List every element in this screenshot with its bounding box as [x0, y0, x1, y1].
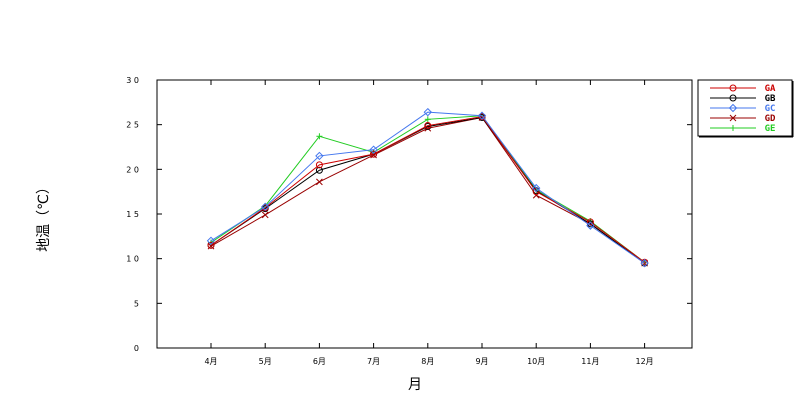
- x-tick-label: 8月: [421, 357, 434, 366]
- legend-label: GE: [765, 124, 776, 134]
- x-tick-label: 9月: [475, 357, 488, 366]
- y-tick-label: 0: [134, 344, 139, 353]
- data-point: [424, 116, 431, 123]
- legend-entry-gd: GD: [710, 114, 776, 124]
- legend-entry-ge: GE: [710, 124, 775, 134]
- data-point: [206, 236, 216, 246]
- plot-frame: [156, 79, 693, 349]
- data-point: [423, 107, 433, 117]
- data-point: [261, 211, 269, 219]
- y-tick-label: 2 0: [126, 165, 139, 174]
- legend-entry-ga: GA: [710, 84, 776, 94]
- data-point: [315, 166, 323, 174]
- data-point: [370, 150, 378, 158]
- data-point: [640, 258, 649, 268]
- series-gc: [206, 107, 649, 268]
- data-point: [316, 178, 323, 186]
- data-point: [315, 151, 324, 161]
- legend-label: GD: [765, 114, 776, 124]
- y-tick-label: 3 0: [126, 76, 139, 85]
- data-point: [316, 133, 323, 140]
- series-line-gd: [210, 116, 645, 264]
- y-tick-label: 1 5: [126, 210, 139, 219]
- series-line-gb: [210, 116, 645, 264]
- legend-marker: [729, 84, 737, 92]
- data-point: [424, 122, 432, 130]
- legend-label: GA: [765, 84, 776, 94]
- series-gd: [207, 114, 648, 267]
- series-gb: [207, 114, 649, 267]
- series-line-gc: [210, 111, 645, 264]
- x-axis-title: 月: [408, 377, 422, 393]
- series-ga: [207, 113, 649, 266]
- series-ge: [208, 112, 648, 266]
- data-point: [586, 221, 595, 230]
- x-tick-label: 4月: [204, 357, 217, 366]
- x-tick-label: 10月: [527, 357, 545, 366]
- legend-marker: [728, 103, 738, 113]
- legend-label: GB: [765, 94, 776, 104]
- legend-marker: [729, 114, 737, 122]
- x-tick-label: 12月: [636, 357, 654, 366]
- data-point: [315, 161, 323, 169]
- legend-label: GC: [765, 104, 776, 114]
- x-tick-label: 5月: [259, 357, 272, 366]
- data-point: [369, 145, 378, 154]
- y-tick-label: 2 5: [126, 121, 139, 130]
- legend-marker: [730, 125, 736, 131]
- series-line-ga: [210, 116, 645, 263]
- series-line-ge: [210, 115, 645, 263]
- y-axis-title: 地温（℃）: [36, 180, 52, 252]
- data-point: [207, 241, 215, 249]
- x-tick-label: 6月: [313, 357, 326, 366]
- y-tick-label: 5: [134, 299, 139, 308]
- data-point: [531, 183, 541, 193]
- x-tick-label: 11月: [581, 357, 599, 366]
- y-tick-label: 1 0: [126, 255, 139, 264]
- data-point: [260, 202, 270, 212]
- legend-marker: [729, 94, 737, 102]
- legend-entry-gb: GB: [710, 94, 776, 104]
- data-point: [477, 111, 487, 120]
- legend-entry-gc: GC: [710, 103, 776, 114]
- x-tick-label: 7月: [367, 357, 380, 366]
